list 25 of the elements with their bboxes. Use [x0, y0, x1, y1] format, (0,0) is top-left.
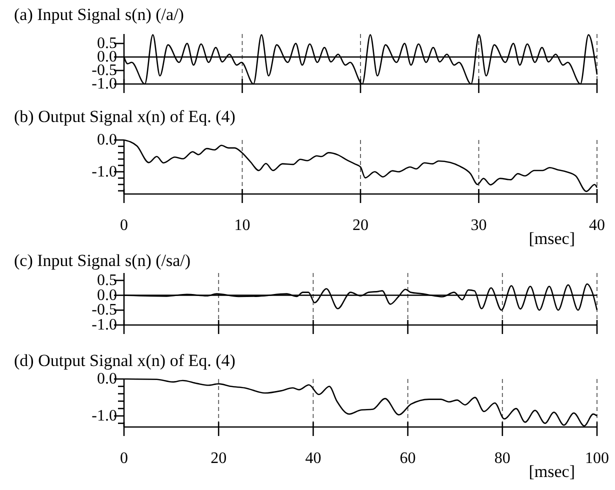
x-tick-label: 40 [305, 450, 322, 467]
x-tick-label: 60 [400, 450, 416, 467]
x-tick-label: 20 [352, 217, 368, 234]
y-tick-label: 0.5 [97, 272, 117, 289]
chart-title: (c) Input Signal s(n) (/sa/) [14, 251, 191, 270]
y-tick-label: -0.5 [92, 302, 117, 319]
y-tick-label: -1.0 [92, 407, 117, 424]
y-tick-label: -1.0 [92, 163, 117, 180]
chart-title: (b) Output Signal x(n) of Eq. (4) [14, 107, 236, 126]
x-tick-label: 30 [470, 217, 487, 234]
x-tick-label: 40 [589, 217, 605, 234]
y-tick-label: -1.0 [92, 316, 117, 334]
x-axis-title: [msec] [528, 462, 575, 481]
y-tick-label: 0.0 [97, 132, 117, 148]
chart-title: (a) Input Signal s(n) (/a/) [14, 5, 184, 24]
x-tick-label: 100 [585, 450, 609, 467]
y-tick-label: 0.0 [97, 370, 117, 388]
x-tick-label: 20 [210, 450, 227, 467]
x-tick-label: 10 [234, 217, 250, 234]
y-tick-label: 0.0 [97, 286, 117, 304]
chart-title: (d) Output Signal x(n) of Eq. (4) [14, 351, 236, 370]
x-tick-label: 80 [494, 450, 510, 467]
x-tick-label: 0 [120, 450, 128, 467]
x-axis-title: [msec] [528, 229, 575, 248]
x-tick-label: 0 [120, 217, 128, 234]
